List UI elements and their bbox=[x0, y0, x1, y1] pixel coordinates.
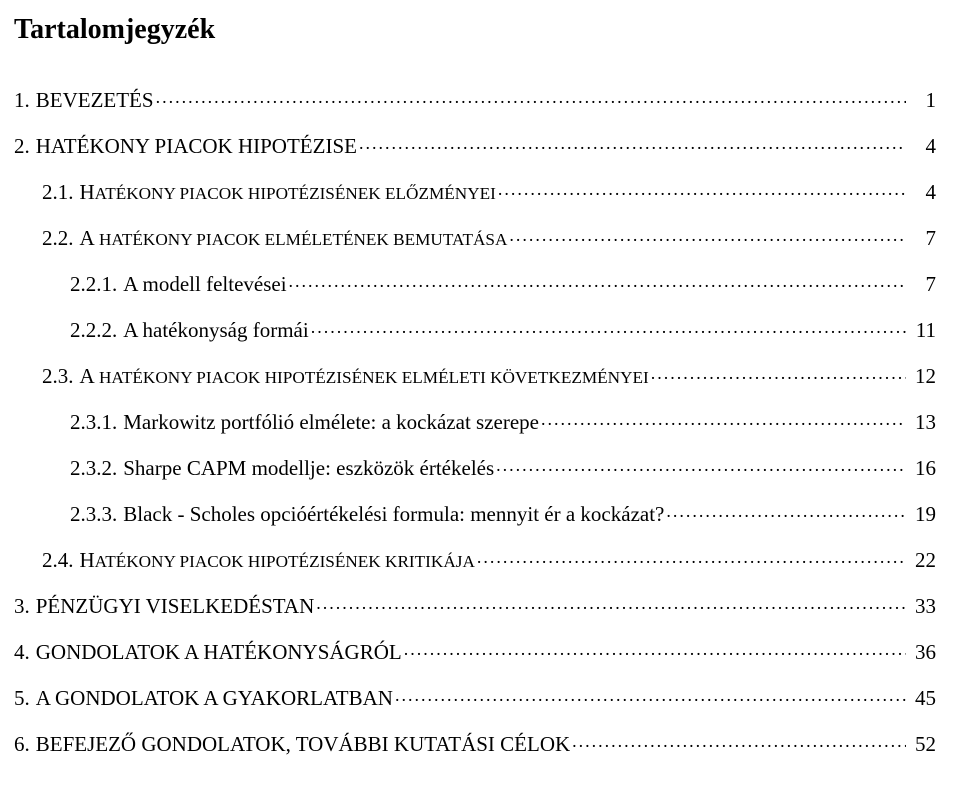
toc-entry-label-smallcaps: HATÉKONY PIACOK ELMÉLETÉNEK BEMUTATÁSA bbox=[95, 230, 508, 249]
toc-entry-number: 2.3. bbox=[42, 366, 74, 387]
toc-entry-number: 2.2.2. bbox=[70, 320, 117, 341]
toc-entry-number: 3. bbox=[14, 596, 30, 617]
toc-entry: 6. BEFEJEZŐ GONDOLATOK, TOVÁBBI KUTATÁSI … bbox=[14, 730, 936, 755]
toc-entry: 2.3.2. Sharpe CAPM modellje: eszközök ért… bbox=[14, 454, 936, 479]
toc-entry-number: 4. bbox=[14, 642, 30, 663]
toc-entry-label: HATÉKONY PIACOK HIPOTÉZISÉNEK KRITIKÁJA bbox=[80, 550, 475, 571]
toc-entry-number: 5. bbox=[14, 688, 30, 709]
toc-entry-number: 2.3.3. bbox=[70, 504, 117, 525]
toc-entry: 5. A GONDOLATOK A GYAKORLATBAN 45 bbox=[14, 684, 936, 709]
toc-entry-page: 52 bbox=[908, 734, 936, 755]
toc-entry-label: Markowitz portfólió elmélete: a kockázat… bbox=[123, 412, 539, 433]
toc-entry-number: 2.2.1. bbox=[70, 274, 117, 295]
toc-dot-leader bbox=[572, 730, 906, 751]
toc-title: Tartalomjegyzék bbox=[14, 14, 936, 46]
toc-dot-leader bbox=[289, 270, 906, 291]
toc-entry-number: 2.3.1. bbox=[70, 412, 117, 433]
toc-entry-page: 4 bbox=[908, 182, 936, 203]
toc-dot-leader bbox=[509, 224, 906, 245]
toc-entry-number: 2.4. bbox=[42, 550, 74, 571]
toc-entry: 2.3. A HATÉKONY PIACOK HIPOTÉZISÉNEK ELMÉ… bbox=[14, 362, 936, 387]
toc-entry-label: A modell feltevései bbox=[123, 274, 286, 295]
toc-entry: 2.4. HATÉKONY PIACOK HIPOTÉZISÉNEK KRITIK… bbox=[14, 546, 936, 571]
toc-entry-page: 12 bbox=[908, 366, 936, 387]
toc-entry: 2.3.3. Black - Scholes opcióértékelési fo… bbox=[14, 500, 936, 525]
toc-entry: 2.2.1. A modell feltevései 7 bbox=[14, 270, 936, 295]
toc-dot-leader bbox=[651, 362, 906, 383]
toc-entry-label: BEVEZETÉS bbox=[36, 90, 154, 111]
toc-entry-page: 22 bbox=[908, 550, 936, 571]
toc-dot-leader bbox=[311, 316, 906, 337]
toc-entry: 3. PÉNZÜGYI VISELKEDÉSTAN 33 bbox=[14, 592, 936, 617]
toc-entry-label: PÉNZÜGYI VISELKEDÉSTAN bbox=[36, 596, 315, 617]
toc-entry: 1. BEVEZETÉS 1 bbox=[14, 86, 936, 111]
toc-dot-leader bbox=[496, 454, 906, 475]
toc-dot-leader bbox=[156, 86, 906, 107]
toc-entry-page: 4 bbox=[908, 136, 936, 157]
toc-entry-page: 7 bbox=[908, 274, 936, 295]
toc-entry-label: A hatékonyság formái bbox=[123, 320, 308, 341]
toc-dot-leader bbox=[316, 592, 906, 613]
toc-entry-label: GONDOLATOK A HATÉKONYSÁGRÓL bbox=[36, 642, 402, 663]
toc-entry: 4. GONDOLATOK A HATÉKONYSÁGRÓL 36 bbox=[14, 638, 936, 663]
toc-entry-label: BEFEJEZŐ GONDOLATOK, TOVÁBBI KUTATÁSI CÉ… bbox=[36, 734, 570, 755]
toc-entry-label-prefix: A bbox=[80, 364, 95, 388]
toc-entry-number: 1. bbox=[14, 90, 30, 111]
toc-entry-label: Sharpe CAPM modellje: eszközök értékelés bbox=[123, 458, 494, 479]
toc-dot-leader bbox=[541, 408, 906, 429]
toc-entry-label: HATÉKONY PIACOK HIPOTÉZISÉNEK ELŐZMÉNYEI bbox=[80, 182, 496, 203]
toc-entry-number: 6. bbox=[14, 734, 30, 755]
toc-entry-page: 45 bbox=[908, 688, 936, 709]
toc-entry-number: 2.3.2. bbox=[70, 458, 117, 479]
toc-entry: 2.2.2. A hatékonyság formái 11 bbox=[14, 316, 936, 341]
toc-entry: 2.1. HATÉKONY PIACOK HIPOTÉZISÉNEK ELŐZMÉ… bbox=[14, 178, 936, 203]
toc-entry-label-prefix: A bbox=[80, 226, 95, 250]
toc-entry: 2.3.1. Markowitz portfólió elmélete: a ko… bbox=[14, 408, 936, 433]
toc-entry-label-prefix: H bbox=[80, 548, 95, 572]
toc-entry-label-smallcaps: ATÉKONY PIACOK HIPOTÉZISÉNEK KRITIKÁJA bbox=[95, 552, 475, 571]
toc-entry-page: 11 bbox=[908, 320, 936, 341]
toc-dot-leader bbox=[404, 638, 906, 659]
toc-entry-label-smallcaps: ATÉKONY PIACOK HIPOTÉZISÉNEK ELŐZMÉNYEI bbox=[95, 184, 496, 203]
toc-entry-page: 19 bbox=[908, 504, 936, 525]
toc-entry-label: A HATÉKONY PIACOK HIPOTÉZISÉNEK ELMÉLETI… bbox=[80, 366, 649, 387]
toc-entry-label-prefix: H bbox=[80, 180, 95, 204]
toc-entry-page: 33 bbox=[908, 596, 936, 617]
toc-list: 1. BEVEZETÉS 1 2. HATÉKONY PIACOK HIPOTÉZISE… bbox=[14, 86, 936, 755]
toc-entry-label: Black - Scholes opcióértékelési formula:… bbox=[123, 504, 664, 525]
toc-dot-leader bbox=[666, 500, 906, 521]
toc-entry-page: 7 bbox=[908, 228, 936, 249]
toc-entry-number: 2.2. bbox=[42, 228, 74, 249]
toc-dot-leader bbox=[395, 684, 906, 705]
toc-entry: 2.2. A HATÉKONY PIACOK ELMÉLETÉNEK BEMUTA… bbox=[14, 224, 936, 249]
toc-entry-page: 13 bbox=[908, 412, 936, 433]
toc-entry-number: 2. bbox=[14, 136, 30, 157]
toc-dot-leader bbox=[359, 132, 906, 153]
toc-entry-label: HATÉKONY PIACOK HIPOTÉZISE bbox=[36, 136, 357, 157]
toc-entry: 2. HATÉKONY PIACOK HIPOTÉZISE 4 bbox=[14, 132, 936, 157]
toc-dot-leader bbox=[498, 178, 906, 199]
toc-page: Tartalomjegyzék 1.BEVEZETÉS12.HATÉKONY P… bbox=[0, 0, 960, 800]
toc-entry-label: A HATÉKONY PIACOK ELMÉLETÉNEK BEMUTATÁSA bbox=[80, 228, 508, 249]
toc-entry-label-smallcaps: HATÉKONY PIACOK HIPOTÉZISÉNEK ELMÉLETI K… bbox=[95, 368, 649, 387]
toc-entry-number: 2.1. bbox=[42, 182, 74, 203]
toc-dot-leader bbox=[477, 546, 906, 567]
toc-entry-page: 1 bbox=[908, 90, 936, 111]
toc-entry-page: 36 bbox=[908, 642, 936, 663]
toc-entry-page: 16 bbox=[908, 458, 936, 479]
toc-entry-label: A GONDOLATOK A GYAKORLATBAN bbox=[36, 688, 393, 709]
